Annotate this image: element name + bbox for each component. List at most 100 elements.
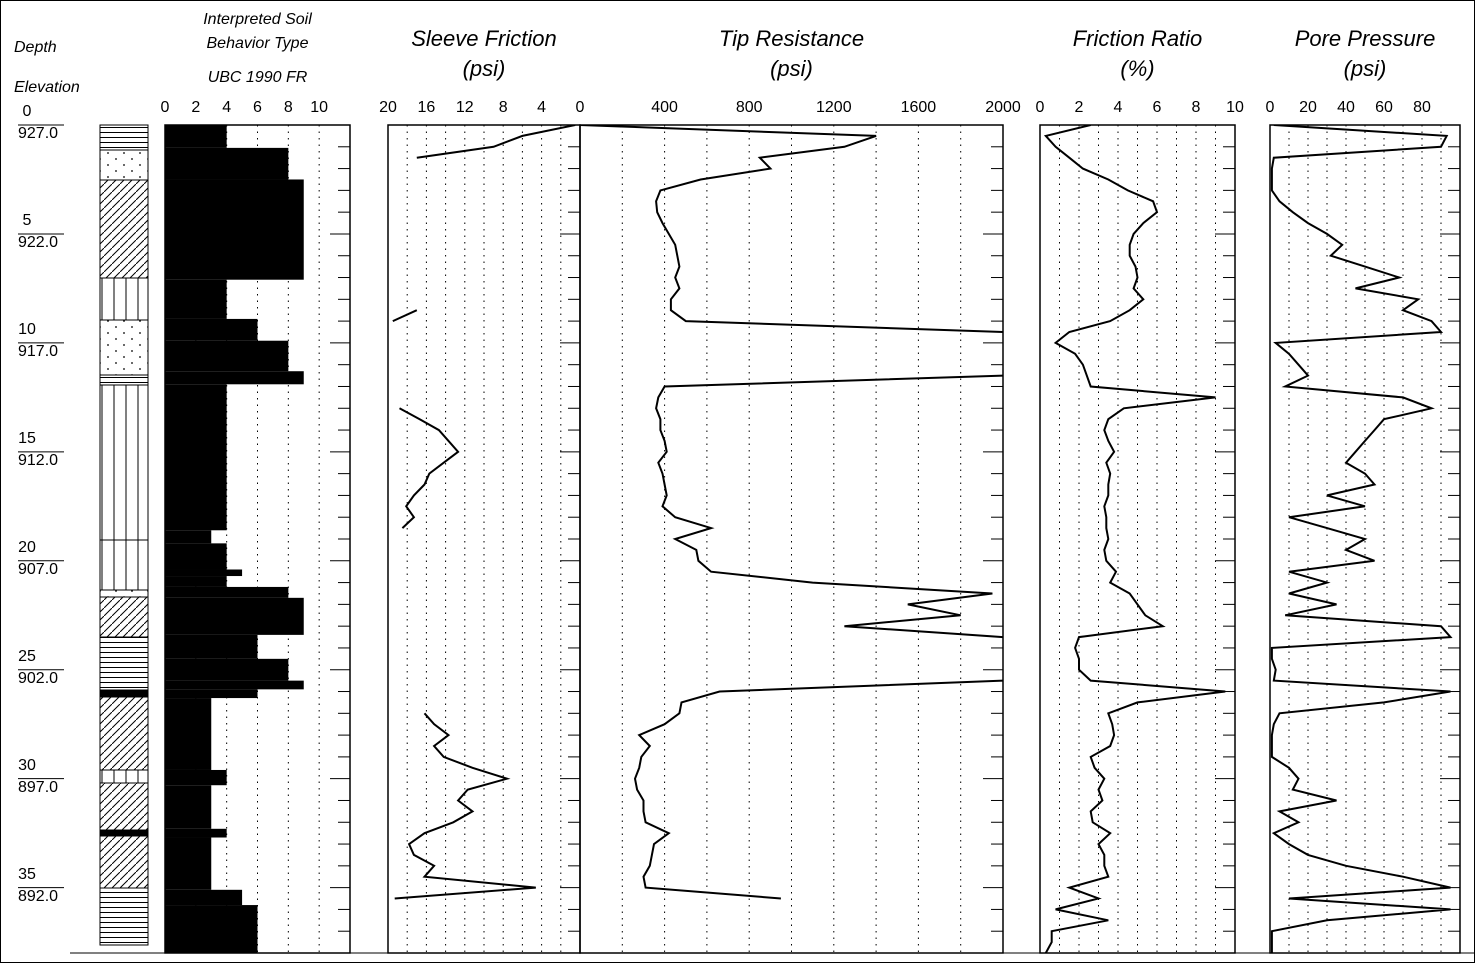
x-tick-label: 80 bbox=[1413, 99, 1431, 116]
panel: 400 800 1200 1600 2000 Tip Resistance (psi) bbox=[579, 26, 1021, 954]
x-tick-label: 0 bbox=[161, 99, 170, 116]
sbt-bar bbox=[165, 785, 212, 829]
elevation-tick-label: 917.0 bbox=[18, 343, 58, 360]
depth-tick-label: 25 bbox=[18, 648, 36, 665]
x-tick-label: 4 bbox=[222, 99, 231, 116]
sbt-bar bbox=[165, 179, 304, 280]
sbt-bar bbox=[165, 279, 227, 319]
sbt-bar bbox=[165, 340, 289, 372]
depth-tick-label: 35 bbox=[18, 866, 36, 883]
x-tick-label: 800 bbox=[736, 99, 763, 116]
x-tick-label: 6 bbox=[1153, 99, 1162, 116]
elevation-tick-label: 912.0 bbox=[18, 452, 58, 469]
data-line bbox=[655, 374, 1003, 639]
x-tick-label: 0 bbox=[1036, 99, 1045, 116]
sbt-bar bbox=[165, 905, 258, 953]
panel-title: Tip Resistance bbox=[719, 26, 864, 51]
panel-units: (psi) bbox=[1344, 56, 1387, 81]
x-tick-label: 16 bbox=[418, 99, 436, 116]
x-tick-label: 20 bbox=[1299, 99, 1317, 116]
elevation-label: Elevation bbox=[14, 79, 80, 96]
depth-label: Depth bbox=[14, 39, 57, 56]
data-line bbox=[399, 407, 460, 529]
panel-frame bbox=[579, 124, 1004, 954]
sbt-bar bbox=[165, 837, 212, 890]
sbt-bar bbox=[165, 371, 304, 385]
panel: 0 20 40 60 80 Pore Pressure (psi) bbox=[1266, 26, 1461, 954]
panel-frame bbox=[164, 124, 351, 954]
panel-units: (psi) bbox=[770, 56, 813, 81]
sbt-bar bbox=[165, 658, 289, 681]
elevation-tick-label: 902.0 bbox=[18, 670, 58, 687]
x-tick-label: 4 bbox=[537, 99, 546, 116]
panel: 0 2 4 6 8 10 Friction Ratio (%) bbox=[1036, 26, 1244, 954]
data-line bbox=[392, 309, 418, 323]
sbt-bar bbox=[165, 698, 212, 770]
sbt-bar bbox=[165, 384, 227, 531]
panel-title: Sleeve Friction bbox=[411, 26, 557, 51]
x-tick-label: 8 bbox=[1192, 99, 1201, 116]
x-tick-label: 40 bbox=[1337, 99, 1355, 116]
depth-tick-label: 20 bbox=[18, 539, 36, 556]
sbt-bar bbox=[165, 576, 227, 587]
depth-tick-label: 0 bbox=[23, 103, 32, 120]
elevation-tick-label: 892.0 bbox=[18, 888, 58, 905]
sbt-bar bbox=[165, 586, 289, 598]
x-tick-label: 4 bbox=[1114, 99, 1123, 116]
data-line bbox=[1043, 125, 1226, 953]
depth-tick-label: 5 bbox=[23, 212, 32, 229]
x-tick-label: 2000 bbox=[985, 99, 1021, 116]
x-tick-label: 0 bbox=[576, 99, 585, 116]
panel-title: Pore Pressure bbox=[1295, 26, 1436, 51]
panel-subtitle: UBC 1990 FR bbox=[208, 69, 308, 86]
x-tick-label: 0 bbox=[1266, 99, 1275, 116]
x-tick-label: 2 bbox=[191, 99, 200, 116]
depth-tick-label: 15 bbox=[18, 430, 36, 447]
panel-frame bbox=[1269, 124, 1461, 954]
sbt-bar bbox=[165, 530, 212, 544]
panel-frame bbox=[1039, 124, 1236, 954]
sbt-bar bbox=[165, 125, 227, 148]
data-group bbox=[392, 125, 576, 900]
x-tick-label: 400 bbox=[651, 99, 678, 116]
sbt-bar bbox=[165, 634, 258, 659]
panel-units: (%) bbox=[1120, 56, 1154, 81]
sbt-bar bbox=[165, 769, 227, 786]
panel: 20 16 12 8 4 0 Sleeve Friction (psi) bbox=[379, 26, 585, 954]
sbt-bar bbox=[165, 543, 227, 570]
data-line bbox=[416, 125, 576, 159]
panel-title: Interpreted Soil bbox=[203, 11, 312, 28]
sbt-bar bbox=[165, 689, 258, 699]
sbt-bar bbox=[165, 597, 304, 635]
x-tick-label: 60 bbox=[1375, 99, 1393, 116]
elevation-tick-label: 927.0 bbox=[18, 125, 58, 142]
sbt-bar bbox=[165, 889, 243, 906]
sbt-bar bbox=[165, 680, 304, 690]
data-line bbox=[580, 125, 1003, 333]
data-group bbox=[1043, 125, 1226, 953]
x-tick-label: 8 bbox=[284, 99, 293, 116]
x-tick-label: 8 bbox=[499, 99, 508, 116]
elevation-tick-label: 897.0 bbox=[18, 779, 58, 796]
data-group bbox=[165, 125, 304, 953]
panel-units: (psi) bbox=[463, 56, 506, 81]
elevation-tick-label: 907.0 bbox=[18, 561, 58, 578]
data-line bbox=[633, 679, 1003, 900]
panel-title: Behavior Type bbox=[207, 35, 309, 52]
x-tick-label: 20 bbox=[379, 99, 397, 116]
panel: 0 2 4 6 8 10 Interpreted Soil Behavior Type UBC … bbox=[161, 11, 351, 954]
data-line bbox=[394, 712, 536, 900]
depth-tick-label: 10 bbox=[18, 321, 36, 338]
x-tick-label: 2 bbox=[1075, 99, 1084, 116]
soil-column bbox=[99, 124, 149, 946]
x-tick-label: 1200 bbox=[816, 99, 852, 116]
data-group bbox=[1270, 125, 1453, 953]
elevation-tick-label: 922.0 bbox=[18, 234, 58, 251]
sbt-bar bbox=[165, 147, 289, 180]
panel-title: Friction Ratio bbox=[1073, 26, 1203, 51]
x-tick-label: 1600 bbox=[901, 99, 937, 116]
sbt-bar bbox=[165, 828, 227, 838]
data-group bbox=[580, 125, 1003, 900]
x-tick-label: 12 bbox=[456, 99, 474, 116]
